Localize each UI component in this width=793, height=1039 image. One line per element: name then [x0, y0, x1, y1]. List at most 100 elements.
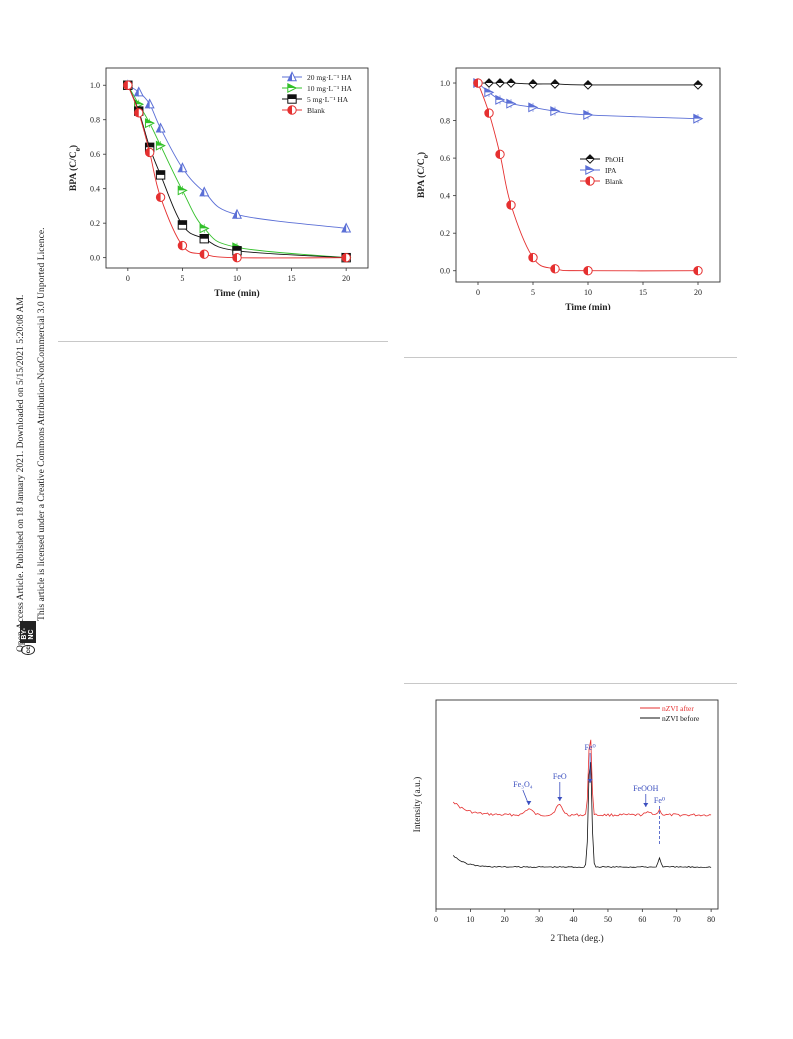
x-tick-label: 15	[639, 288, 647, 297]
legend-marker-half	[287, 83, 297, 88]
y-tick-label: 0.8	[90, 116, 100, 125]
data-point-half	[123, 81, 128, 90]
x-tick-label: 20	[694, 288, 702, 297]
license-sidebar: Open Access Article. Published on 18 Jan…	[0, 0, 48, 680]
plot-frame	[435, 699, 719, 910]
x-tick-label: 60	[638, 915, 646, 924]
legend-label: 5 mg·L⁻¹ HA	[307, 95, 349, 104]
y-tick-label: 0.4	[90, 185, 100, 194]
cc-license-badge[interactable]: cc BY-NC	[20, 621, 36, 655]
data-point-half	[341, 223, 347, 233]
cc-icon: cc	[21, 644, 35, 655]
data-point-half	[506, 200, 511, 210]
data-point-half	[495, 95, 505, 100]
y-axis-label: BPA (C/C0)	[416, 152, 430, 198]
data-point-half	[484, 78, 494, 84]
y-tick-label: 0.2	[90, 219, 100, 228]
x-tick-label: 50	[604, 915, 612, 924]
xrd-trace-before	[452, 762, 712, 869]
series-2	[473, 78, 703, 276]
legend-marker-half	[585, 176, 590, 186]
x-tick-label: 20	[342, 274, 350, 283]
data-point-half	[200, 187, 205, 196]
y-axis-label: Intensity (a.u.)	[412, 777, 423, 833]
data-point-half	[145, 143, 154, 148]
x-tick-label: 0	[434, 915, 438, 924]
peak-label: Fe⁰	[584, 743, 595, 752]
data-point-half	[495, 150, 500, 159]
data-point-half	[178, 241, 183, 250]
y-tick-label: 0.0	[90, 254, 100, 263]
series-3	[123, 80, 351, 263]
y-tick-label: 0.6	[440, 154, 450, 163]
data-point-half	[495, 78, 505, 84]
data-point-half	[583, 266, 588, 275]
peak-arrowhead	[587, 779, 593, 783]
data-point-half	[200, 250, 205, 259]
x-tick-label: 0	[126, 274, 130, 283]
data-point-half	[156, 193, 161, 202]
data-point-half	[134, 108, 139, 118]
peak-label: Fe₃O₄	[513, 780, 533, 789]
x-tick-label: 5	[180, 274, 184, 283]
legend-label: nZVI after	[662, 704, 694, 713]
x-axis-label: Time (min)	[565, 302, 610, 310]
cc-by-nc-label: BY-NC	[20, 621, 36, 643]
x-tick-label: 40	[570, 915, 578, 924]
data-point-half	[178, 220, 187, 225]
data-point-half	[693, 114, 703, 119]
x-tick-label: 20	[501, 915, 509, 924]
legend-marker-half	[287, 105, 292, 115]
data-point-half	[145, 148, 150, 157]
x-tick-label: 10	[584, 288, 592, 297]
data-point-half	[473, 78, 478, 88]
x-tick-label: 70	[673, 915, 681, 924]
x-tick-label: 0	[476, 288, 480, 297]
data-point-half	[550, 264, 555, 274]
y-tick-label: 0.8	[440, 117, 450, 126]
data-point-half	[232, 253, 237, 262]
data-point-half	[178, 163, 183, 172]
data-point-half	[156, 170, 165, 175]
peak-arrowhead	[526, 801, 532, 805]
y-tick-label: 0.4	[440, 192, 450, 201]
xrd-trace-after	[452, 739, 712, 817]
x-tick-label: 30	[535, 915, 543, 924]
data-point-half	[550, 79, 560, 84]
x-tick-label: 15	[288, 274, 296, 283]
y-tick-label: 0.0	[440, 267, 450, 276]
x-axis-label: Time (min)	[214, 288, 259, 299]
data-point-half	[693, 266, 698, 275]
data-point-half	[693, 80, 703, 85]
legend-label: PhOH	[605, 155, 624, 164]
data-point-half	[134, 100, 143, 105]
data-point-half	[528, 253, 533, 262]
chart-scavenger-effect: 0 5 10 15 20 0.0 0.2 0.4 0.6 0.8 1.0 Time (min) BPA …	[416, 67, 721, 310]
legend-label: 20 mg·L⁻¹ HA	[307, 73, 353, 82]
data-point-half	[145, 118, 154, 124]
legend-label: nZVI before	[662, 714, 700, 723]
x-tick-label: 10	[466, 915, 474, 924]
peak-label: FeOOH	[633, 784, 659, 793]
legend-label: IPA	[605, 166, 617, 175]
x-tick-label: 5	[531, 288, 535, 297]
y-tick-label: 1.0	[440, 79, 450, 88]
peak-label: FeO	[553, 772, 567, 781]
data-point-half	[341, 253, 347, 262]
data-point-half	[156, 141, 165, 146]
legend: 20 mg·L⁻¹ HA 10 mg·L⁻¹ HA 5 mg·L⁻¹ HA Blank	[282, 71, 353, 115]
y-tick-label: 0.2	[440, 229, 450, 238]
data-point-half	[200, 234, 209, 239]
data-point-half	[232, 246, 242, 251]
data-point-half	[583, 80, 593, 85]
data-point-half	[200, 224, 209, 229]
x-axis-label: 2 Theta (deg.)	[550, 933, 603, 944]
divider-left	[58, 341, 388, 342]
legend-label: 10 mg·L⁻¹ HA	[307, 84, 353, 93]
peak-arrowhead	[643, 803, 649, 807]
legend: PhOH IPA Blank	[580, 154, 624, 186]
y-tick-label: 1.0	[90, 81, 100, 90]
divider-right-bottom	[404, 683, 737, 684]
license-line-2: This article is licensed under a Creativ…	[36, 227, 47, 621]
data-point-half	[506, 78, 516, 84]
